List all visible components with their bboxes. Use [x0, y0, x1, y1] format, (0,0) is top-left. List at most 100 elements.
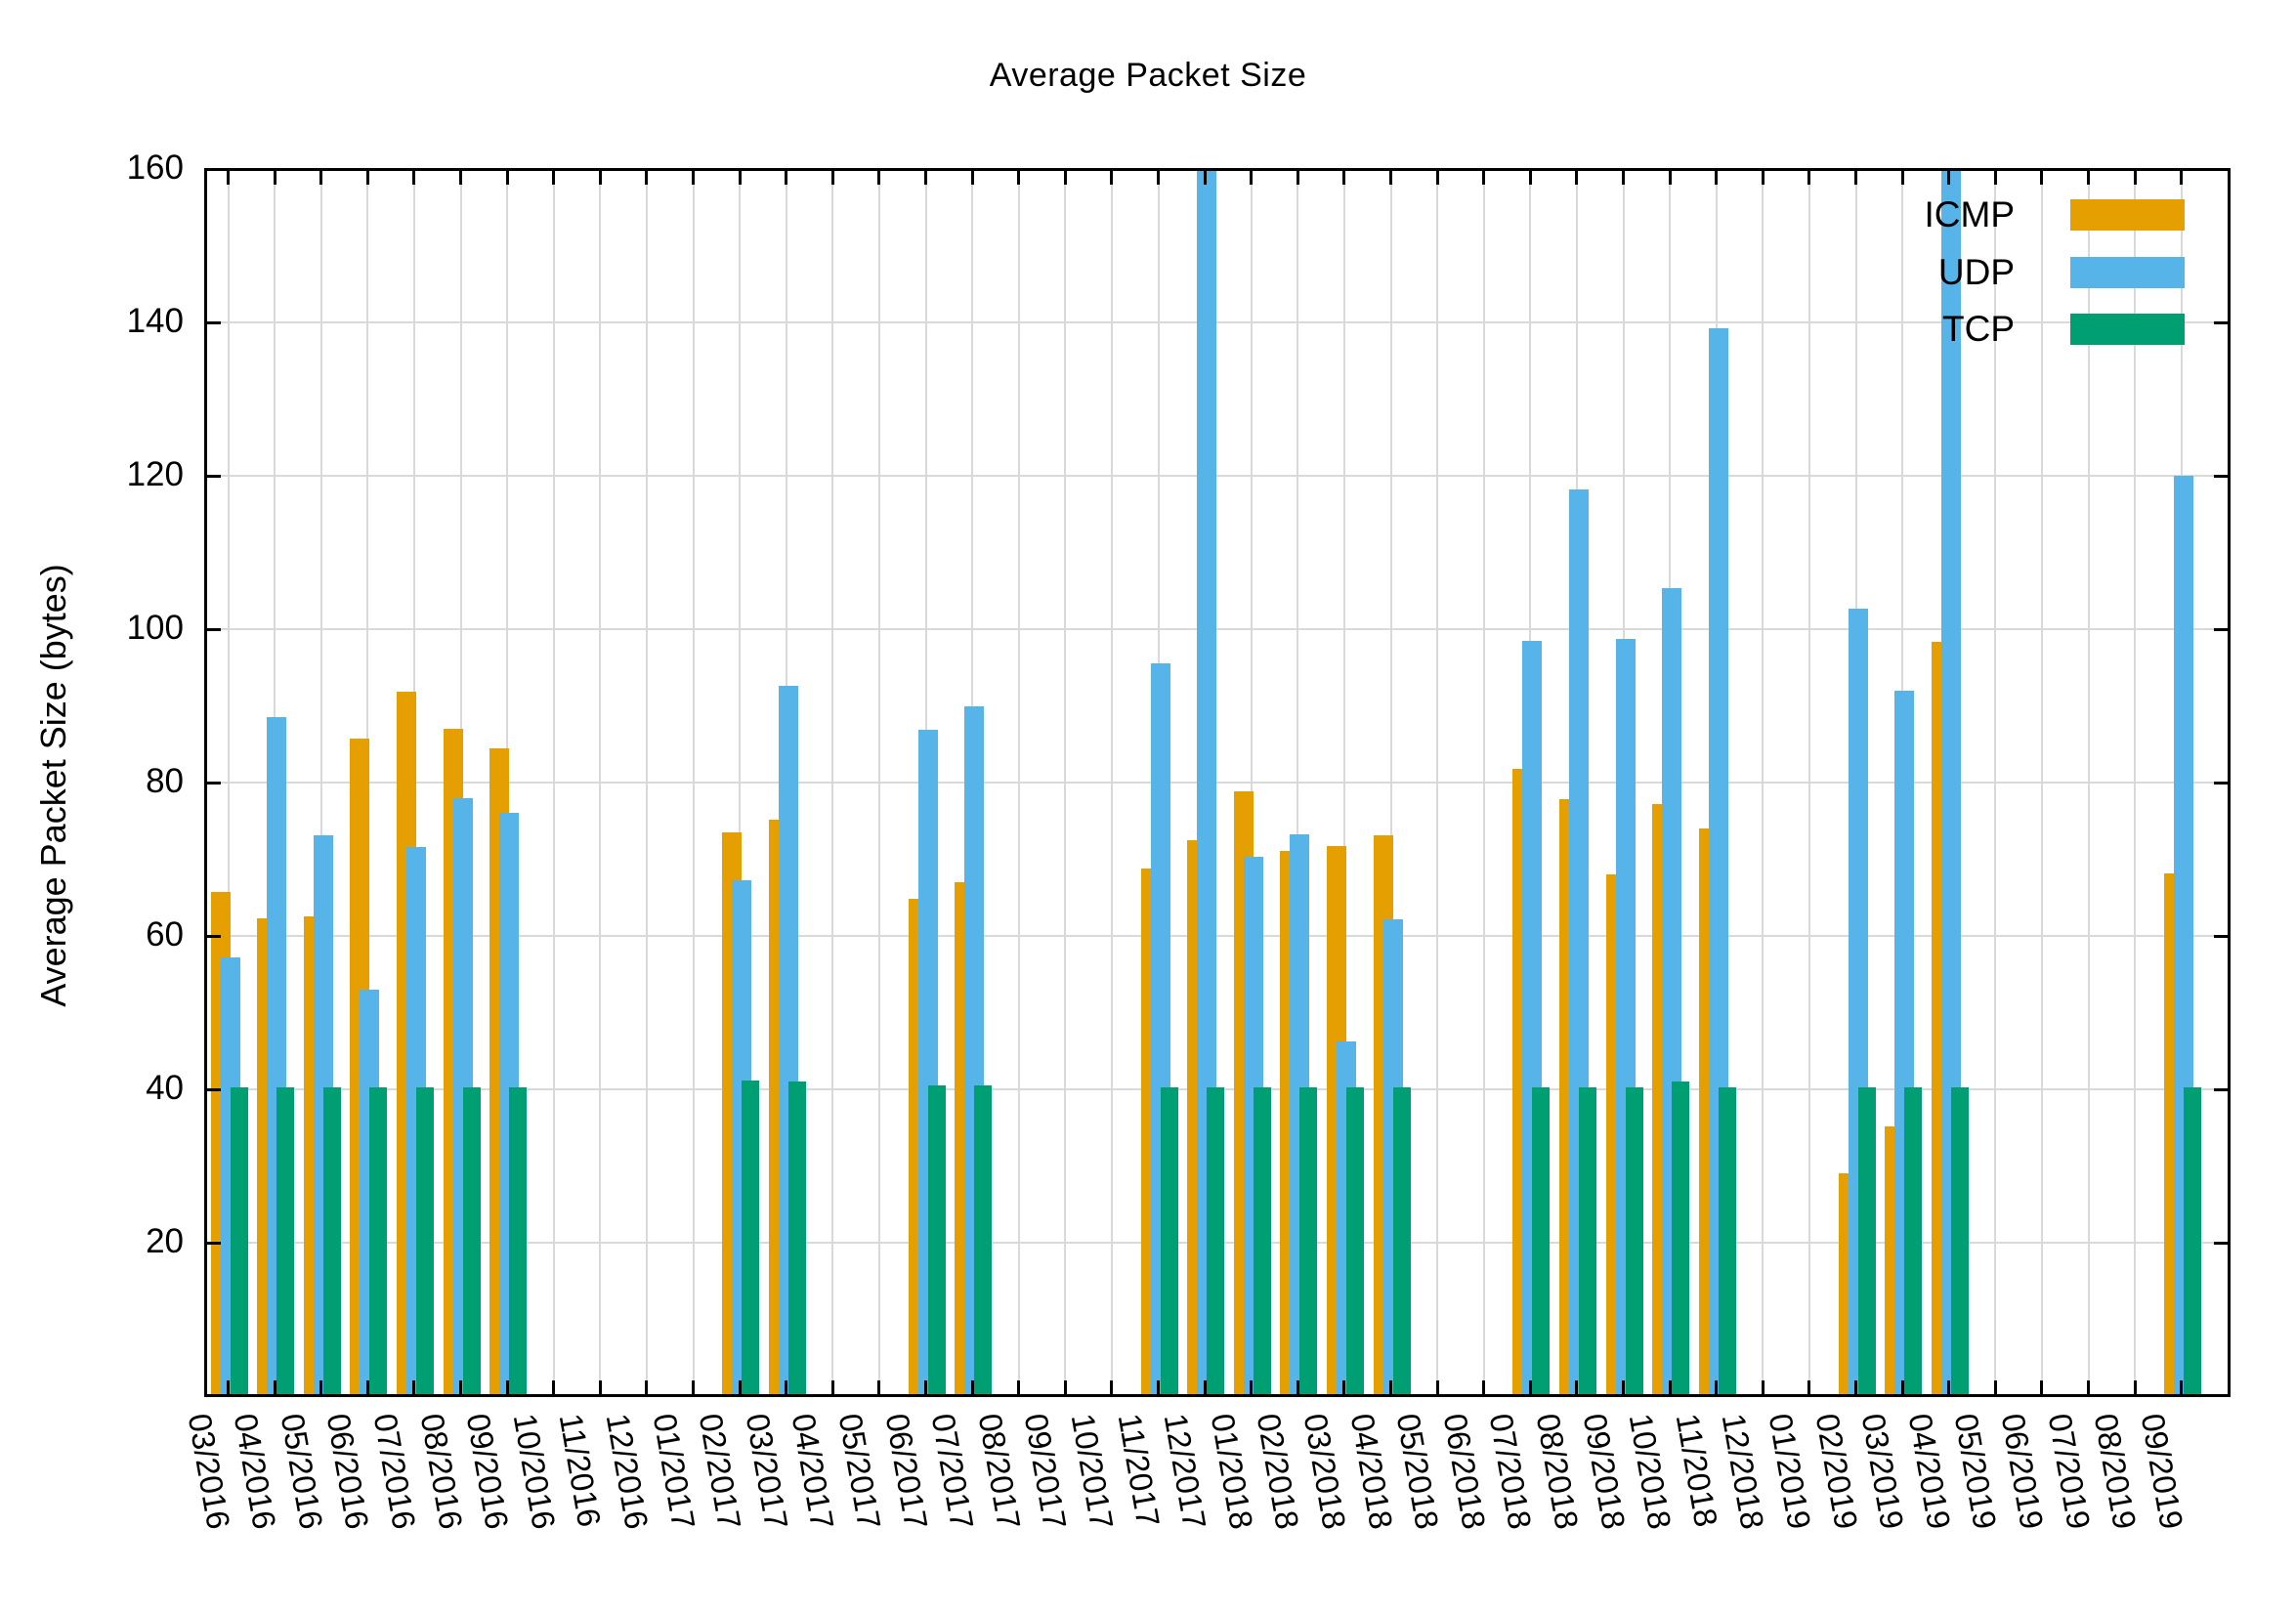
y-tick-right: [2214, 1087, 2230, 1091]
y-tick-right: [2214, 474, 2230, 478]
bar-tcp-07/2018: [1532, 1086, 1551, 1396]
y-tick-label: 160: [126, 148, 184, 187]
v-gridline: [739, 169, 742, 1396]
v-gridline: [227, 169, 230, 1396]
y-tick-right: [2214, 320, 2230, 324]
h-gridline: [205, 782, 2230, 784]
v-gridline: [552, 169, 555, 1396]
x-tick-top: [1575, 169, 1579, 185]
x-tick-top: [924, 169, 927, 185]
x-tick-bottom: [2180, 1380, 2184, 1396]
x-tick-top: [830, 169, 834, 185]
x-tick-top: [1622, 169, 1625, 185]
x-tick-bottom: [1342, 1380, 1346, 1396]
bar-tcp-03/2017: [787, 1082, 806, 1396]
bar-tcp-09/2018: [1625, 1086, 1643, 1396]
v-gridline: [692, 169, 695, 1396]
x-tick-bottom: [1063, 1380, 1067, 1396]
x-tick-bottom: [645, 1380, 649, 1396]
y-tick-right: [2214, 781, 2230, 785]
v-gridline: [1250, 169, 1253, 1396]
x-tick-bottom: [1575, 1380, 1579, 1396]
bar-tcp-09/2016: [509, 1086, 528, 1396]
v-gridline: [1994, 169, 1997, 1396]
x-tick-top: [2040, 169, 2044, 185]
y-tick-label: 100: [126, 609, 184, 647]
bar-tcp-05/2016: [322, 1086, 341, 1396]
bar-tcp-11/2017: [1160, 1086, 1178, 1396]
h-gridline: [205, 475, 2230, 477]
bar-tcp-08/2018: [1578, 1086, 1596, 1396]
x-tick-bottom: [830, 1380, 834, 1396]
y-tick-left: [205, 474, 221, 478]
bar-tcp-09/2019: [2183, 1086, 2201, 1396]
x-tick-bottom: [1622, 1380, 1625, 1396]
v-gridline: [599, 169, 602, 1396]
h-gridline: [205, 935, 2230, 937]
x-tick-top: [1063, 169, 1067, 185]
y-tick-right: [2214, 934, 2230, 938]
x-tick-bottom: [2040, 1380, 2044, 1396]
bar-tcp-01/2018: [1253, 1086, 1271, 1396]
x-tick-top: [1110, 169, 1114, 185]
y-tick-right: [2214, 1241, 2230, 1245]
y-tick-left: [205, 1241, 221, 1245]
x-tick-top: [552, 169, 556, 185]
x-tick-bottom: [1807, 1380, 1811, 1396]
legend-row-tcp: TCP: [1856, 310, 2247, 349]
x-tick-bottom: [1296, 1380, 1299, 1396]
x-tick-top: [1250, 169, 1254, 185]
legend-row-icmp: ICMP: [1856, 195, 2247, 234]
y-tick-label: 20: [146, 1222, 184, 1260]
legend-label: UDP: [1937, 251, 2015, 292]
v-gridline: [645, 169, 648, 1396]
x-tick-top: [1203, 169, 1207, 185]
x-tick-bottom: [598, 1380, 602, 1396]
x-tick-top: [1482, 169, 1486, 185]
x-tick-top: [319, 169, 323, 185]
x-tick-bottom: [1993, 1380, 1997, 1396]
y-tick-left: [205, 627, 221, 631]
y-tick-label: 140: [126, 302, 184, 340]
y-tick-label: 80: [146, 762, 184, 800]
y-tick-left: [205, 781, 221, 785]
bar-tcp-02/2017: [742, 1081, 760, 1396]
y-tick-label: 120: [126, 455, 184, 493]
x-tick-bottom: [1389, 1380, 1392, 1396]
v-gridline: [1807, 169, 1810, 1396]
x-tick-top: [785, 169, 788, 185]
x-tick-top: [692, 169, 695, 185]
v-gridline: [319, 169, 322, 1396]
bar-tcp-03/2019: [1904, 1086, 1923, 1396]
x-tick-bottom: [505, 1380, 509, 1396]
x-tick-top: [598, 169, 602, 185]
v-gridline: [2087, 169, 2090, 1396]
x-tick-top: [2180, 169, 2184, 185]
x-tick-top: [738, 169, 742, 185]
x-tick-bottom: [692, 1380, 695, 1396]
x-tick-bottom: [2133, 1380, 2137, 1396]
x-tick-top: [1435, 169, 1439, 185]
bar-tcp-04/2019: [1950, 1086, 1969, 1396]
v-gridline: [1436, 169, 1439, 1396]
x-tick-bottom: [1528, 1380, 1532, 1396]
x-tick-top: [412, 169, 416, 185]
legend-label: ICMP: [1924, 194, 2016, 234]
bar-tcp-03/2018: [1345, 1086, 1364, 1396]
bar-tcp-07/2016: [415, 1086, 434, 1396]
bar-tcp-06/2016: [369, 1086, 388, 1396]
x-tick-top: [1854, 169, 1857, 185]
x-tick-top: [365, 169, 369, 185]
v-gridline: [2040, 169, 2043, 1396]
x-tick-bottom: [412, 1380, 416, 1396]
x-tick-top: [877, 169, 881, 185]
x-tick-bottom: [1715, 1380, 1719, 1396]
x-tick-top: [645, 169, 649, 185]
x-tick-bottom: [1017, 1380, 1021, 1396]
x-tick-top: [2133, 169, 2137, 185]
bar-tcp-07/2017: [974, 1085, 993, 1396]
x-tick-top: [1017, 169, 1021, 185]
x-tick-bottom: [1250, 1380, 1254, 1396]
v-gridline: [1297, 169, 1299, 1396]
